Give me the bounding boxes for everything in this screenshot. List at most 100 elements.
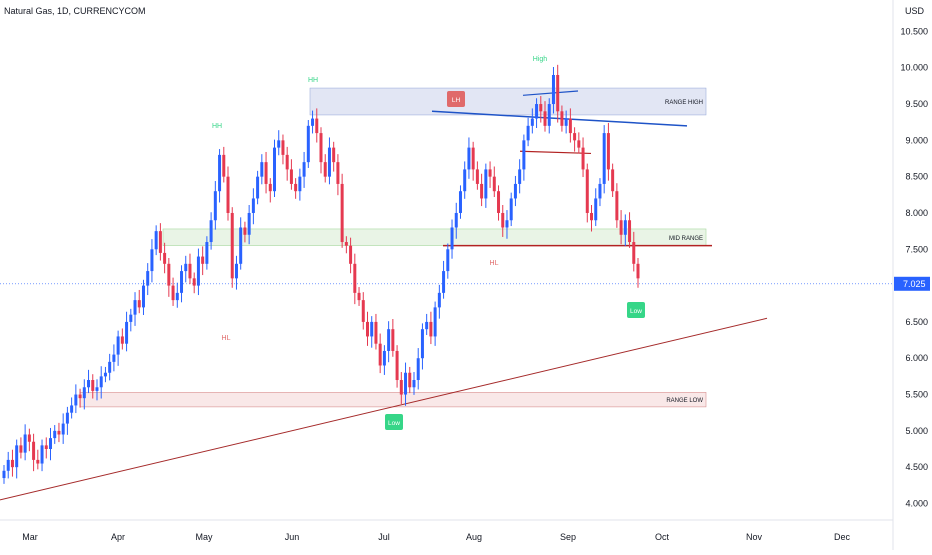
candle-body xyxy=(344,242,348,246)
candle-body xyxy=(615,191,619,221)
time-tick-label: Mar xyxy=(22,532,38,542)
time-tick-label: Oct xyxy=(655,532,670,542)
candle-body xyxy=(416,358,420,381)
candle-body xyxy=(23,434,27,453)
candle-body xyxy=(247,212,251,235)
candle-body xyxy=(365,321,369,337)
candle-body xyxy=(129,314,133,322)
candle-body xyxy=(497,191,501,213)
price-tick-label: 10.000 xyxy=(900,63,928,73)
candle-body xyxy=(146,271,150,286)
candle-body xyxy=(209,220,213,243)
zones-layer: RANGE HIGH MID RANGE RANGE LOW xyxy=(79,87,707,408)
candle-body xyxy=(32,441,36,460)
candle-body xyxy=(256,176,260,199)
candle-body xyxy=(188,263,192,279)
candle-body xyxy=(281,140,285,155)
candle-body xyxy=(141,285,145,308)
candle-body xyxy=(251,198,255,213)
time-tick-label: Nov xyxy=(746,532,763,542)
candle-body xyxy=(475,169,479,184)
candle-body xyxy=(40,445,44,464)
candle-body xyxy=(70,405,74,413)
price-tick-label: 7.500 xyxy=(905,244,928,254)
candle-body xyxy=(442,271,446,293)
candle-body xyxy=(158,231,162,253)
candle-body xyxy=(446,249,450,272)
candle-body xyxy=(581,147,585,170)
candle-body xyxy=(95,387,99,391)
price-tick-label: 6.500 xyxy=(905,317,928,327)
candle-body xyxy=(103,372,107,377)
candle-body xyxy=(590,212,594,221)
time-tick-label: Apr xyxy=(111,532,125,542)
candle-body xyxy=(547,104,551,126)
candle-body xyxy=(602,133,606,184)
candle-body xyxy=(340,183,344,243)
currency-label: USD xyxy=(905,6,925,16)
candle-body xyxy=(87,380,91,388)
candle-body xyxy=(492,176,496,192)
candle-body xyxy=(53,430,57,439)
candle-body xyxy=(399,380,403,395)
candle-body xyxy=(458,191,462,213)
candle-body xyxy=(598,183,602,199)
candle-body xyxy=(564,118,568,126)
candle-body xyxy=(336,162,340,184)
hh-label: HH xyxy=(308,77,318,84)
label-layer: HH HH High HL HL LH Low Low xyxy=(212,56,645,430)
zone-box xyxy=(79,392,707,408)
high-label: High xyxy=(533,56,548,63)
zone-box xyxy=(162,228,707,246)
candle-body xyxy=(539,104,543,112)
candle-body xyxy=(91,380,95,391)
candle-body xyxy=(6,459,10,471)
low-badge: Low xyxy=(630,308,642,315)
candle-body xyxy=(315,118,319,134)
candle-body xyxy=(311,118,315,126)
candle-body xyxy=(420,329,424,359)
candle-body xyxy=(277,140,281,148)
candle-body xyxy=(628,220,632,243)
candle-body xyxy=(289,169,293,184)
candle-body xyxy=(395,350,399,381)
candle-body xyxy=(125,321,129,344)
candle-body xyxy=(323,162,327,177)
candle-body xyxy=(619,220,623,235)
candle-body xyxy=(298,176,302,192)
candle-body xyxy=(205,242,209,264)
time-tick-label: Dec xyxy=(834,532,851,542)
candle-body xyxy=(218,154,222,192)
candle-body xyxy=(408,372,412,388)
candle-body xyxy=(184,263,188,272)
hl-label: HL xyxy=(222,335,231,342)
candle-body xyxy=(192,278,196,286)
candle-body xyxy=(213,191,217,221)
time-tick-label: Aug xyxy=(466,532,482,542)
candle-body xyxy=(454,212,458,228)
price-tick-label: 10.500 xyxy=(900,26,928,36)
candle-body xyxy=(349,245,353,264)
candle-body xyxy=(577,140,581,148)
candle-body xyxy=(509,198,513,221)
candle-body xyxy=(48,438,52,450)
descending-resistance-line xyxy=(431,110,688,127)
candle-body xyxy=(99,376,103,388)
candle-body xyxy=(133,300,137,315)
candle-body xyxy=(412,380,416,388)
zone-label: RANGE HIGH xyxy=(665,100,703,106)
price-tick-label: 8.500 xyxy=(905,172,928,182)
candle-body xyxy=(268,183,272,192)
candle-body xyxy=(387,329,391,351)
candle-body xyxy=(226,176,230,213)
candle-body xyxy=(201,256,205,264)
price-tick-label: 6.000 xyxy=(905,353,928,363)
candle-body xyxy=(302,162,306,177)
candle-body xyxy=(535,104,539,119)
candle-body xyxy=(370,321,374,337)
candle-body xyxy=(319,133,323,163)
candle-body xyxy=(636,263,640,279)
candle-body xyxy=(285,154,289,170)
